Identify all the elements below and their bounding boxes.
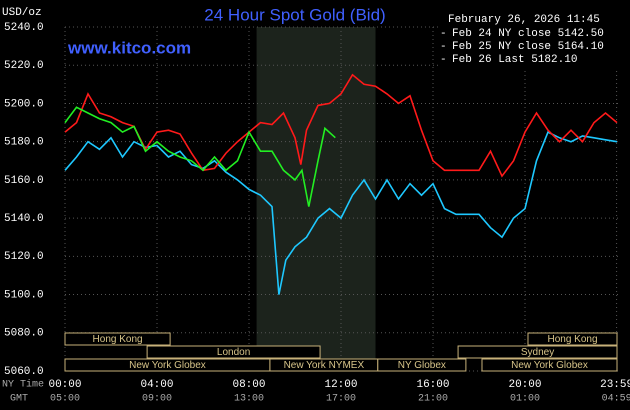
website: www.kitco.com xyxy=(67,38,191,57)
y-tick-label: 5140.0 xyxy=(4,213,44,225)
series-line xyxy=(64,73,618,178)
session-bar xyxy=(527,332,618,346)
session-layer: Hong Kong London New York Globex New York N… xyxy=(64,332,618,372)
x-axis-label: NY Time xyxy=(2,379,44,391)
session-bar xyxy=(64,332,171,346)
x-tick-label: 16:00 xyxy=(416,379,449,391)
x-tick-label: 08:00 xyxy=(232,379,265,391)
session-label: NY Globex xyxy=(398,360,446,371)
y-tick-label: 5120.0 xyxy=(4,251,44,263)
legend-marker: - xyxy=(440,41,447,53)
y-tick-label: 5180.0 xyxy=(4,137,44,149)
y-axis-label: USD/oz xyxy=(2,7,42,19)
x2-tick-label: 17:00 xyxy=(326,394,356,405)
session-label: New York Globex xyxy=(129,360,206,371)
legend-label: Feb 25 NY close 5164.10 xyxy=(452,41,604,53)
y-tick-label: 5060.0 xyxy=(4,366,44,378)
x-tick-label: 00:00 xyxy=(48,379,81,391)
x-tick-label: 04:00 xyxy=(140,379,173,391)
session-bar xyxy=(146,345,321,359)
timestamp: February 26, 2026 11:45 xyxy=(448,14,600,26)
y-tick-label: 5080.0 xyxy=(4,328,44,340)
x2-tick-label: 13:00 xyxy=(234,394,264,405)
x-tick-label: 20:00 xyxy=(508,379,541,391)
x-tick-label: 12:00 xyxy=(324,379,357,391)
y-tick-label: 5220.0 xyxy=(4,60,44,72)
legend-marker: - xyxy=(440,54,447,66)
x2-axis-label: GMT xyxy=(10,394,28,405)
x-tick-label: 23:59 xyxy=(600,379,630,391)
x2-tick-label: 21:00 xyxy=(418,394,448,405)
x2-tick-label: 04:59 xyxy=(602,394,630,405)
shaded-session xyxy=(256,27,376,371)
session-bar xyxy=(481,358,618,372)
legend-label: Feb 26 Last 5182.10 xyxy=(452,54,577,66)
session-label: Hong Kong xyxy=(547,334,597,345)
chart-title: 24 Hour Spot Gold (Bid) xyxy=(204,5,385,24)
y-tick-label: 5240.0 xyxy=(4,22,44,34)
session-label: New York Globex xyxy=(511,360,588,371)
series-line xyxy=(64,130,618,295)
session-label: Sydney xyxy=(521,347,554,358)
y-tick-label: 5100.0 xyxy=(4,289,44,301)
legend-box xyxy=(438,11,618,69)
line-layer xyxy=(64,73,618,295)
legend-label: Feb 24 NY close 5142.50 xyxy=(452,28,604,40)
shade-layer xyxy=(256,27,376,371)
session-label: Hong Kong xyxy=(93,334,143,345)
x2-tick-label: 01:00 xyxy=(510,394,540,405)
series-line xyxy=(64,106,336,207)
x2-tick-label: 05:00 xyxy=(50,394,80,405)
session-bar xyxy=(457,345,618,359)
x2-tick-label: 09:00 xyxy=(142,394,172,405)
y-tick-label: 5200.0 xyxy=(4,98,44,110)
y-tick-label: 5160.0 xyxy=(4,175,44,187)
session-bar xyxy=(377,358,467,372)
legend-marker: - xyxy=(440,28,447,40)
session-label: New York NYMEX xyxy=(284,360,365,371)
session-label: London xyxy=(217,347,250,358)
